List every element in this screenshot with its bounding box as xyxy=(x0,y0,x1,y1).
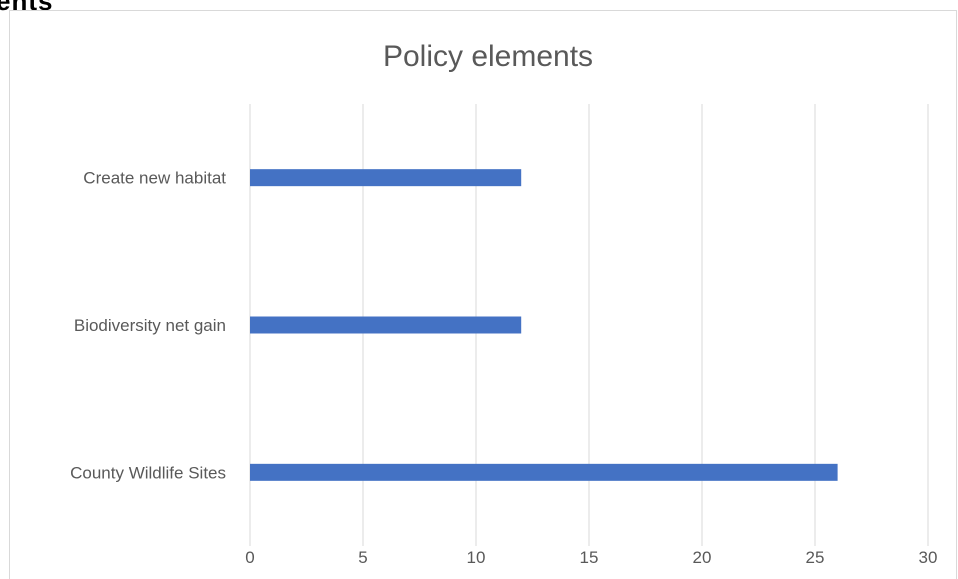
bar xyxy=(250,463,838,481)
x-tick-label: 30 xyxy=(919,548,938,567)
axis-labels: 0 5 10 15 20 25 30 Create new habitat Biodiversi… xyxy=(70,169,937,567)
bar xyxy=(250,169,522,187)
x-tick-label: 5 xyxy=(358,548,367,567)
bars xyxy=(250,169,838,481)
x-tick-label: 15 xyxy=(580,548,599,567)
y-category-label: Biodiversity net gain xyxy=(74,316,226,335)
y-category-label: Create new habitat xyxy=(83,169,226,188)
chart-title: Policy elements xyxy=(383,40,593,73)
x-tick-label: 20 xyxy=(693,548,712,567)
x-tick-label: 25 xyxy=(806,548,825,567)
chart-frame xyxy=(9,10,957,579)
y-category-label: County Wildlife Sites xyxy=(70,463,226,482)
bar xyxy=(250,316,522,334)
x-tick-label: 10 xyxy=(467,548,486,567)
x-tick-label: 0 xyxy=(245,548,254,567)
